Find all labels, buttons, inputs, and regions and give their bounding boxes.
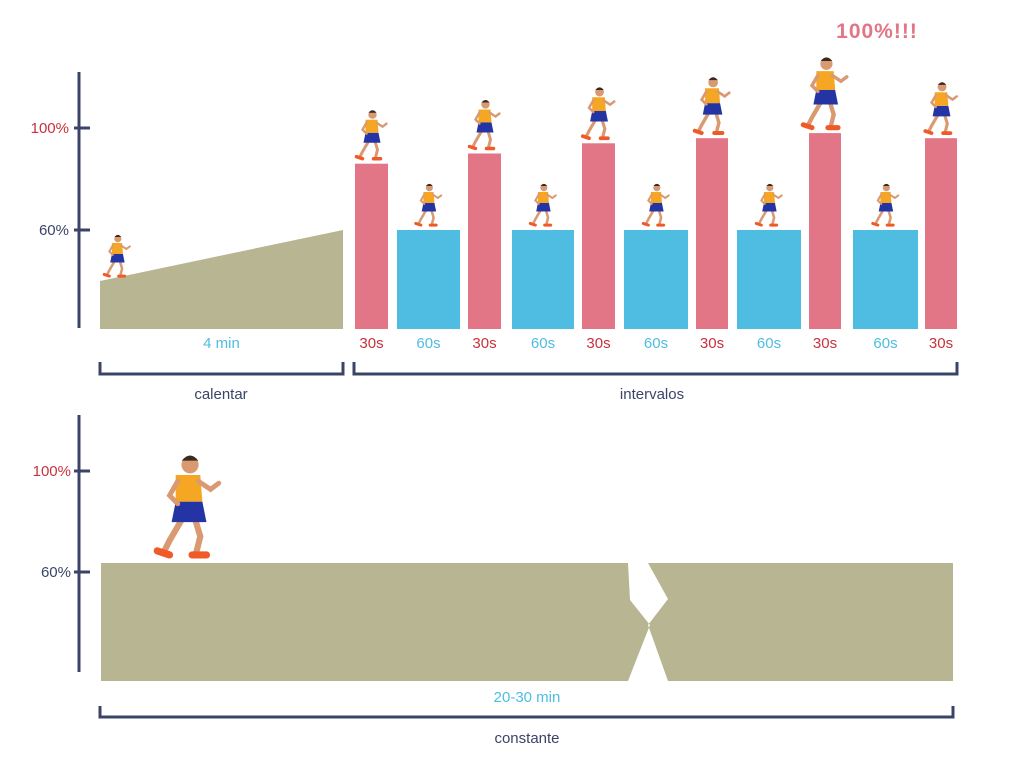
top-tick-label-100: 100% [31,120,69,137]
sprint-bar [696,138,728,329]
bottom-runner [153,455,222,559]
runner-figure [800,57,849,131]
recovery-bar [853,230,918,329]
recovery-duration-label: 60s [644,335,668,352]
runner-figure [871,183,900,227]
sprint-duration-label: 30s [472,335,496,352]
recovery-bar [397,230,460,329]
break-mark [628,563,668,681]
runner-figure [923,82,959,135]
peak-annotation: 100%!!! [836,20,918,43]
bracket-intervalos [352,362,959,376]
runner-figure [414,183,443,227]
sprint-bar [355,163,388,329]
recovery-bar [512,230,574,329]
runner-figure [467,100,501,151]
top-chart: 100% 60% 4 min 30s 60s 30s 60s 30s 60s 30s 60s 30… [31,20,959,403]
runner-figure [153,455,222,559]
sprint-duration-label: 30s [586,335,610,352]
bracket-label-intervalos: intervalos [620,386,684,403]
top-runners [102,57,959,278]
recovery-bar [737,230,801,329]
top-duration-labels: 4 min 30s 60s 30s 60s 30s 60s 30s 60s 30s 60s 30s [203,335,953,352]
steady-duration-label: 20-30 min [494,689,561,706]
recovery-duration-label: 60s [416,335,440,352]
runner-figure [692,77,731,136]
sprint-bar [582,143,615,329]
bottom-chart: 100% 60% 20-30 min constante [33,415,955,747]
recovery-duration-label: 60s [873,335,897,352]
recovery-duration-label: 60s [531,335,555,352]
top-segments [100,133,957,329]
bottom-tick-label-100: 100% [33,463,71,480]
sprint-duration-label: 30s [700,335,724,352]
bracket-label-constante: constante [494,730,559,747]
sprint-duration-label: 30s [813,335,837,352]
sprint-duration-label: 30s [929,335,953,352]
runner-figure [641,183,670,227]
runner-figure [102,234,131,278]
sprint-bar [809,133,841,329]
warmup-ramp [100,230,343,329]
sprint-bar [925,138,957,329]
runner-figure [354,110,388,161]
bracket-calentar [98,362,345,376]
runner-figure [580,87,616,141]
runner-figure [528,183,557,227]
bottom-tick-label-60: 60% [41,564,71,581]
warmup-duration-label: 4 min [203,335,240,352]
recovery-duration-label: 60s [757,335,781,352]
bracket-label-calentar: calentar [194,386,247,403]
runner-figure [754,183,783,227]
bracket-constante [98,706,955,719]
top-tick-label-60: 60% [39,222,69,239]
steady-bar [101,563,953,681]
sprint-bar [468,153,501,329]
recovery-bar [624,230,688,329]
sprint-duration-label: 30s [359,335,383,352]
